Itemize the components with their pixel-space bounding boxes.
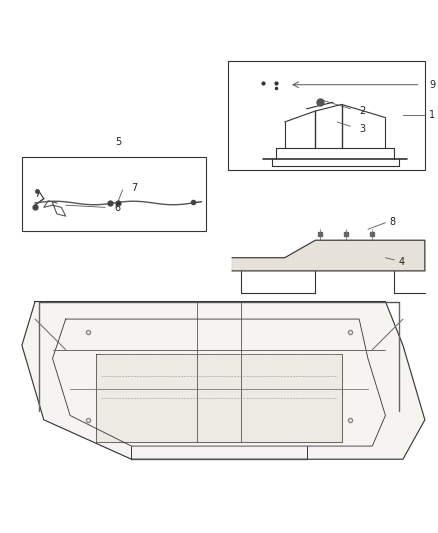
Polygon shape: [96, 354, 342, 442]
Bar: [22, 157, 206, 231]
Polygon shape: [22, 302, 425, 459]
Bar: [228, 61, 425, 170]
Text: 3: 3: [359, 124, 365, 134]
Text: 9: 9: [429, 80, 435, 90]
Polygon shape: [232, 240, 425, 271]
Text: 4: 4: [399, 257, 405, 267]
Text: 7: 7: [131, 183, 138, 192]
Text: 5: 5: [115, 136, 121, 147]
Text: 1: 1: [429, 110, 435, 120]
Text: 6: 6: [114, 203, 120, 213]
Text: 8: 8: [390, 217, 396, 227]
Text: 2: 2: [359, 106, 365, 116]
